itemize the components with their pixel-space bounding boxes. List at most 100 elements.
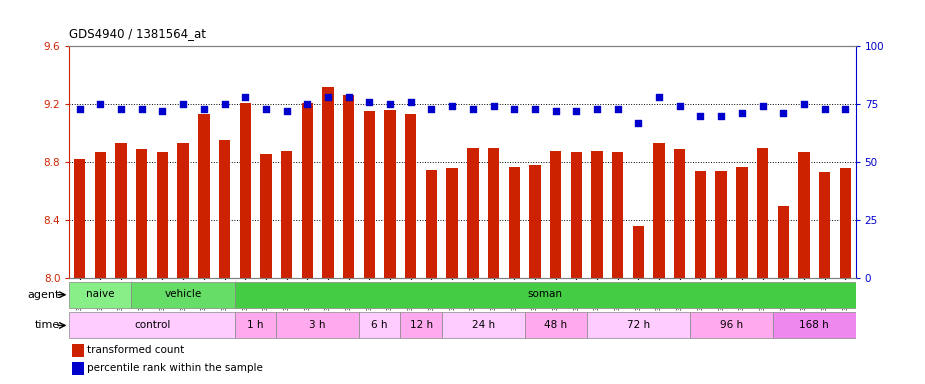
Text: naive: naive	[86, 289, 115, 299]
Point	[693, 113, 708, 119]
Text: 168 h: 168 h	[799, 320, 829, 330]
Text: transformed count: transformed count	[88, 345, 185, 356]
Point	[176, 101, 191, 107]
Bar	[136, 149, 147, 278]
Bar	[571, 152, 582, 278]
Bar	[695, 171, 706, 278]
Text: time: time	[35, 320, 60, 331]
Text: percentile rank within the sample: percentile rank within the sample	[88, 363, 264, 373]
Point	[672, 103, 687, 109]
Bar	[240, 103, 251, 278]
Bar	[343, 96, 354, 278]
Point	[631, 120, 646, 126]
Point	[445, 103, 460, 109]
Text: 96 h: 96 h	[720, 320, 743, 330]
Point	[838, 106, 853, 112]
Bar	[277, 313, 359, 338]
Bar	[72, 362, 83, 375]
Text: vehicle: vehicle	[165, 289, 202, 299]
Point	[651, 94, 666, 100]
Bar	[612, 152, 623, 278]
Bar	[529, 165, 540, 278]
Bar	[157, 152, 168, 278]
Bar	[487, 148, 500, 278]
Point	[155, 108, 170, 114]
Bar	[524, 313, 586, 338]
Point	[217, 101, 232, 107]
Bar	[447, 168, 458, 278]
Bar	[131, 282, 235, 308]
Point	[362, 99, 376, 105]
Bar	[715, 171, 727, 278]
Bar	[260, 154, 272, 278]
Text: 48 h: 48 h	[544, 320, 567, 330]
Bar	[178, 143, 189, 278]
Bar	[509, 167, 520, 278]
Point	[238, 94, 253, 100]
Bar	[773, 313, 856, 338]
Bar	[116, 143, 127, 278]
Point	[465, 106, 480, 112]
Bar	[359, 313, 401, 338]
Bar	[69, 313, 235, 338]
Bar	[364, 111, 375, 278]
Bar	[235, 282, 856, 308]
Bar	[798, 152, 809, 278]
Bar	[74, 159, 85, 278]
Point	[589, 106, 604, 112]
Point	[403, 99, 418, 105]
Text: 24 h: 24 h	[472, 320, 495, 330]
Bar	[690, 313, 773, 338]
Text: 12 h: 12 h	[410, 320, 433, 330]
Bar	[235, 313, 277, 338]
Point	[383, 101, 398, 107]
Point	[507, 106, 522, 112]
Point	[196, 106, 211, 112]
Point	[300, 101, 314, 107]
Bar	[281, 151, 292, 278]
Bar	[385, 110, 396, 278]
Bar	[302, 103, 313, 278]
Bar	[72, 344, 83, 357]
Point	[755, 103, 770, 109]
Text: 72 h: 72 h	[627, 320, 650, 330]
Point	[549, 108, 563, 114]
Point	[569, 108, 584, 114]
Point	[93, 101, 108, 107]
Point	[424, 106, 438, 112]
Text: GDS4940 / 1381564_at: GDS4940 / 1381564_at	[69, 27, 206, 40]
Point	[776, 110, 791, 116]
Point	[279, 108, 294, 114]
Bar	[633, 226, 644, 278]
Bar	[736, 167, 747, 278]
Text: soman: soman	[528, 289, 562, 299]
Bar	[69, 282, 131, 308]
Point	[114, 106, 129, 112]
Bar	[405, 114, 416, 278]
Point	[734, 110, 749, 116]
Text: 1 h: 1 h	[247, 320, 264, 330]
Bar	[442, 313, 524, 338]
Point	[527, 106, 542, 112]
Text: 3 h: 3 h	[310, 320, 326, 330]
Bar	[426, 169, 438, 278]
Point	[72, 106, 87, 112]
Text: control: control	[134, 320, 170, 330]
Bar	[401, 313, 442, 338]
Point	[487, 103, 501, 109]
Text: 6 h: 6 h	[372, 320, 388, 330]
Point	[610, 106, 625, 112]
Point	[796, 101, 811, 107]
Bar	[757, 148, 768, 278]
Bar	[591, 151, 603, 278]
Bar	[322, 87, 334, 278]
Point	[134, 106, 149, 112]
Point	[817, 106, 832, 112]
Bar	[467, 148, 478, 278]
Bar	[219, 141, 230, 278]
Bar	[653, 143, 665, 278]
Bar	[198, 114, 210, 278]
Point	[714, 113, 729, 119]
Bar	[586, 313, 690, 338]
Point	[321, 94, 336, 100]
